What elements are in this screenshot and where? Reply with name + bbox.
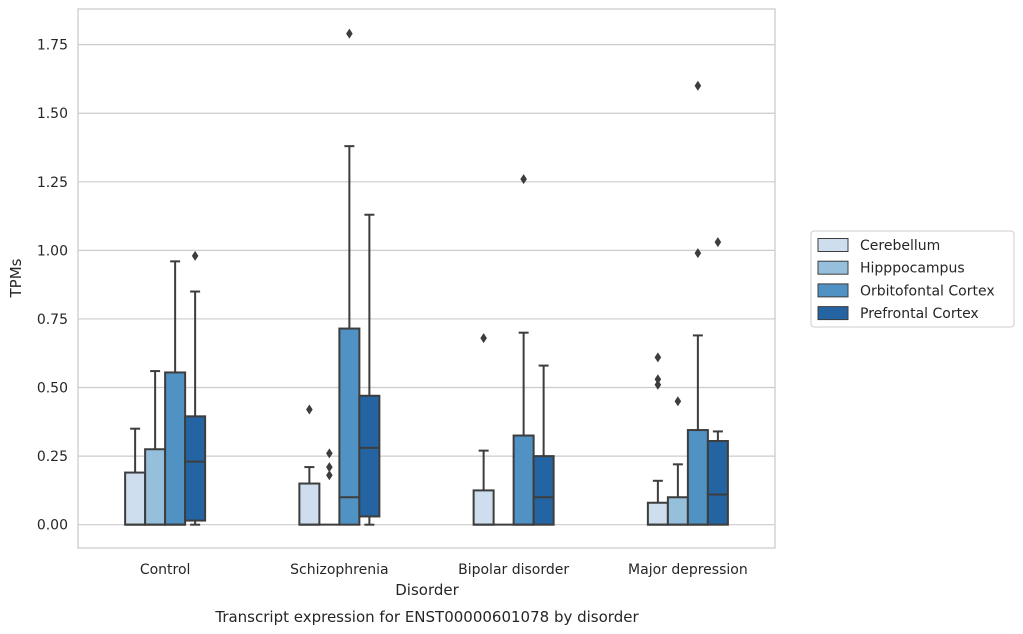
y-tick-label: 0.25: [37, 449, 68, 465]
box-body: [298, 482, 321, 526]
box-3-0: [184, 250, 207, 526]
box-2-3: [686, 80, 709, 526]
legend-swatch: [817, 260, 849, 275]
box-0-1: [298, 404, 321, 526]
y-tick-label: 1.00: [37, 243, 68, 259]
box-3-2: [532, 364, 555, 526]
box-body: [646, 501, 669, 526]
legend: Cerebellum Hipppocampus Orbitofontal Corte…: [810, 230, 1015, 328]
box-body: [512, 434, 535, 526]
box-1-3: [666, 396, 689, 526]
box-body: [358, 394, 381, 518]
outlier-point: [326, 470, 333, 481]
x-tick-label: Control: [140, 562, 191, 578]
legend-swatch: [817, 306, 849, 321]
box-body: [144, 448, 167, 526]
legend-label: Prefrontal Cortex: [860, 306, 979, 322]
legend-label: Orbitofontal Cortex: [860, 283, 995, 299]
legend-label: Hipppocampus: [860, 261, 965, 277]
box-0-0: [124, 427, 147, 526]
x-axis-label: Disorder: [395, 581, 459, 599]
box-body: [164, 371, 187, 526]
legend-swatch: [817, 283, 849, 298]
y-tick-label: 0.00: [37, 518, 68, 534]
box-body: [124, 471, 147, 526]
outlier-point: [520, 174, 527, 185]
box-body: [184, 415, 207, 522]
outlier-point: [654, 374, 662, 385]
legend-frame: [810, 230, 1015, 328]
y-tick-label: 1.50: [37, 106, 68, 122]
box-body: [666, 496, 689, 526]
box-0-3: [646, 352, 669, 526]
legend-swatch: [817, 238, 849, 252]
box-body: [532, 455, 555, 526]
box-2-0: [164, 260, 187, 526]
plot-frame: [77, 8, 776, 549]
y-tick-label: 1.75: [37, 38, 68, 54]
box-body: [706, 440, 729, 526]
box-body: [338, 327, 361, 526]
x-tick-label: Major depression: [628, 562, 748, 578]
box-2-1: [338, 28, 361, 526]
box-body: [472, 489, 495, 526]
outlier-point: [326, 448, 333, 459]
outlier-point: [674, 396, 682, 407]
y-tick-label: 1.25: [37, 175, 68, 191]
y-axis-label: TPMs: [7, 258, 25, 298]
outlier-point: [694, 248, 702, 259]
legend-label: Cerebellum: [860, 238, 940, 254]
y-tick-label: 0.50: [37, 381, 68, 397]
box-1-0: [144, 370, 167, 526]
outlier-point: [326, 462, 333, 473]
outlier-point: [191, 250, 199, 261]
box-3-3: [706, 237, 729, 526]
outlier-point: [694, 80, 702, 91]
chart-caption: Transcript expression for ENST0000060107…: [214, 608, 639, 626]
outlier-point: [654, 352, 662, 363]
box-0-2: [472, 333, 495, 526]
y-tick-label: 0.75: [37, 312, 68, 328]
box-3-1: [358, 213, 381, 526]
boxes: [124, 28, 729, 526]
outlier-point: [654, 379, 662, 390]
box-1-1: [319, 448, 340, 526]
outlier-point: [346, 28, 353, 39]
box-body: [686, 429, 709, 526]
outlier-point: [480, 333, 487, 344]
outlier-point: [306, 404, 313, 415]
outlier-point: [714, 237, 722, 248]
box-2-2: [512, 174, 535, 526]
y-axis-ticks: 0.00 0.25 0.50 0.75 1.00 1.25 1.50 1.75: [37, 38, 68, 534]
x-axis-ticks: Control Schizophrenia Bipolar disorder Majo…: [140, 562, 748, 578]
x-tick-label: Bipolar disorder: [458, 562, 569, 578]
x-tick-label: Schizophrenia: [290, 562, 388, 578]
